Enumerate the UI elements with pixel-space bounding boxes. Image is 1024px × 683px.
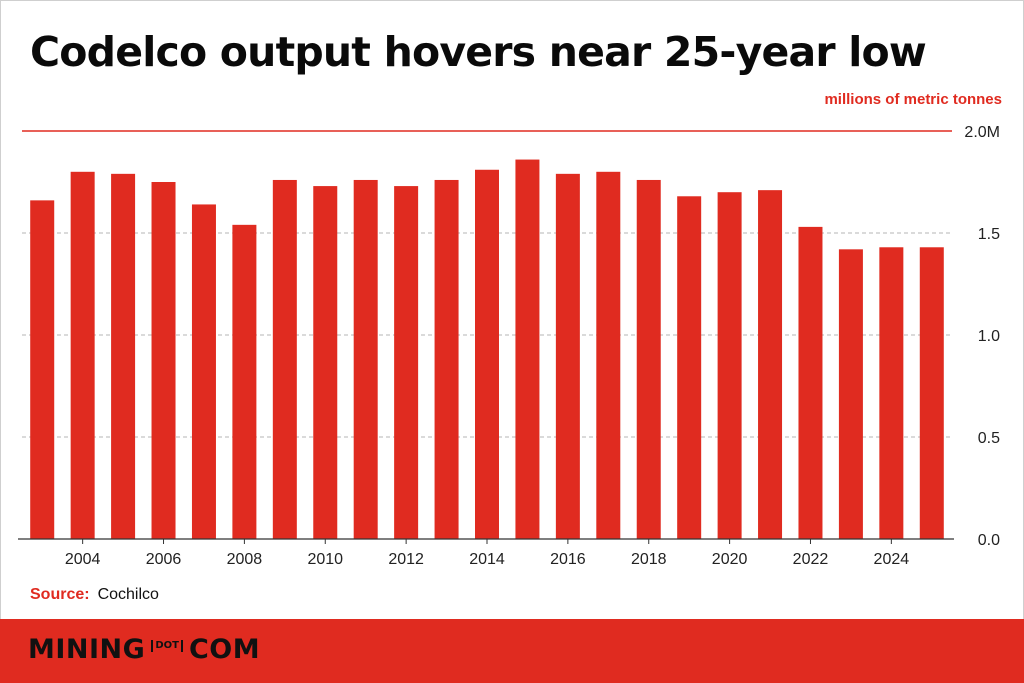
x-tick-label: 2006 bbox=[146, 551, 182, 568]
x-tick-label: 2014 bbox=[469, 551, 505, 568]
bar-2017 bbox=[596, 171, 621, 540]
bar-2016 bbox=[555, 173, 580, 539]
x-tick-label: 2020 bbox=[712, 551, 748, 568]
bar-2023 bbox=[838, 249, 863, 539]
bar-2003 bbox=[30, 200, 55, 540]
bar-2007 bbox=[191, 204, 216, 539]
bar-chart: 0.0 0.5 1.0 1.5 2.0M 2004 2006 2008 2010 2012 2014… bbox=[18, 124, 1000, 568]
bar-2008 bbox=[232, 224, 257, 539]
y-tick-label: 0.5 bbox=[978, 430, 1000, 447]
y-tick-label: 0.0 bbox=[978, 532, 1000, 549]
bar-2009 bbox=[272, 179, 297, 539]
y-tick-label: 1.5 bbox=[978, 226, 1000, 243]
source-line: Source: Cochilco bbox=[30, 586, 159, 604]
x-tick-label: 2016 bbox=[550, 551, 586, 568]
x-tick-label: 2004 bbox=[65, 551, 101, 568]
bar-2015 bbox=[515, 159, 540, 539]
x-tick-label: 2018 bbox=[631, 551, 667, 568]
mining-com-logo[interactable]: MINING DOT COM bbox=[28, 634, 260, 665]
bar-2006 bbox=[151, 182, 176, 539]
bar-2018 bbox=[636, 179, 661, 539]
x-tick-label: 2012 bbox=[388, 551, 424, 568]
bar-2025 bbox=[919, 247, 944, 539]
bar-2010 bbox=[313, 186, 338, 539]
footer-bar: MINING DOT COM bbox=[0, 619, 1024, 683]
logo-word-left: MINING bbox=[28, 634, 146, 665]
x-tick-label: 2022 bbox=[793, 551, 829, 568]
source-value: Cochilco bbox=[97, 586, 159, 603]
bar-2013 bbox=[434, 179, 459, 539]
bar-2004 bbox=[70, 171, 95, 540]
bar-2012 bbox=[394, 186, 419, 539]
logo-word-mid: DOT bbox=[151, 639, 183, 652]
bar-2024 bbox=[879, 247, 904, 539]
bar-2019 bbox=[677, 196, 702, 539]
x-tick-label: 2010 bbox=[307, 551, 343, 568]
bar-2014 bbox=[475, 169, 499, 539]
bar-2021 bbox=[758, 190, 783, 539]
bar-2005 bbox=[111, 173, 136, 539]
logo-word-right: COM bbox=[188, 634, 261, 665]
source-label: Source: bbox=[30, 586, 90, 603]
y-tick-label: 1.0 bbox=[978, 328, 1000, 345]
bar-2011 bbox=[353, 179, 378, 539]
units-label: millions of metric tonnes bbox=[824, 91, 1002, 108]
x-tick-label: 2024 bbox=[874, 551, 910, 568]
x-tick-label: 2008 bbox=[227, 551, 263, 568]
bar-2020 bbox=[717, 192, 742, 539]
bar-2022 bbox=[798, 226, 823, 539]
chart-title: Codelco output hovers near 25-year low bbox=[30, 28, 927, 76]
y-tick-label: 2.0M bbox=[964, 124, 1000, 141]
